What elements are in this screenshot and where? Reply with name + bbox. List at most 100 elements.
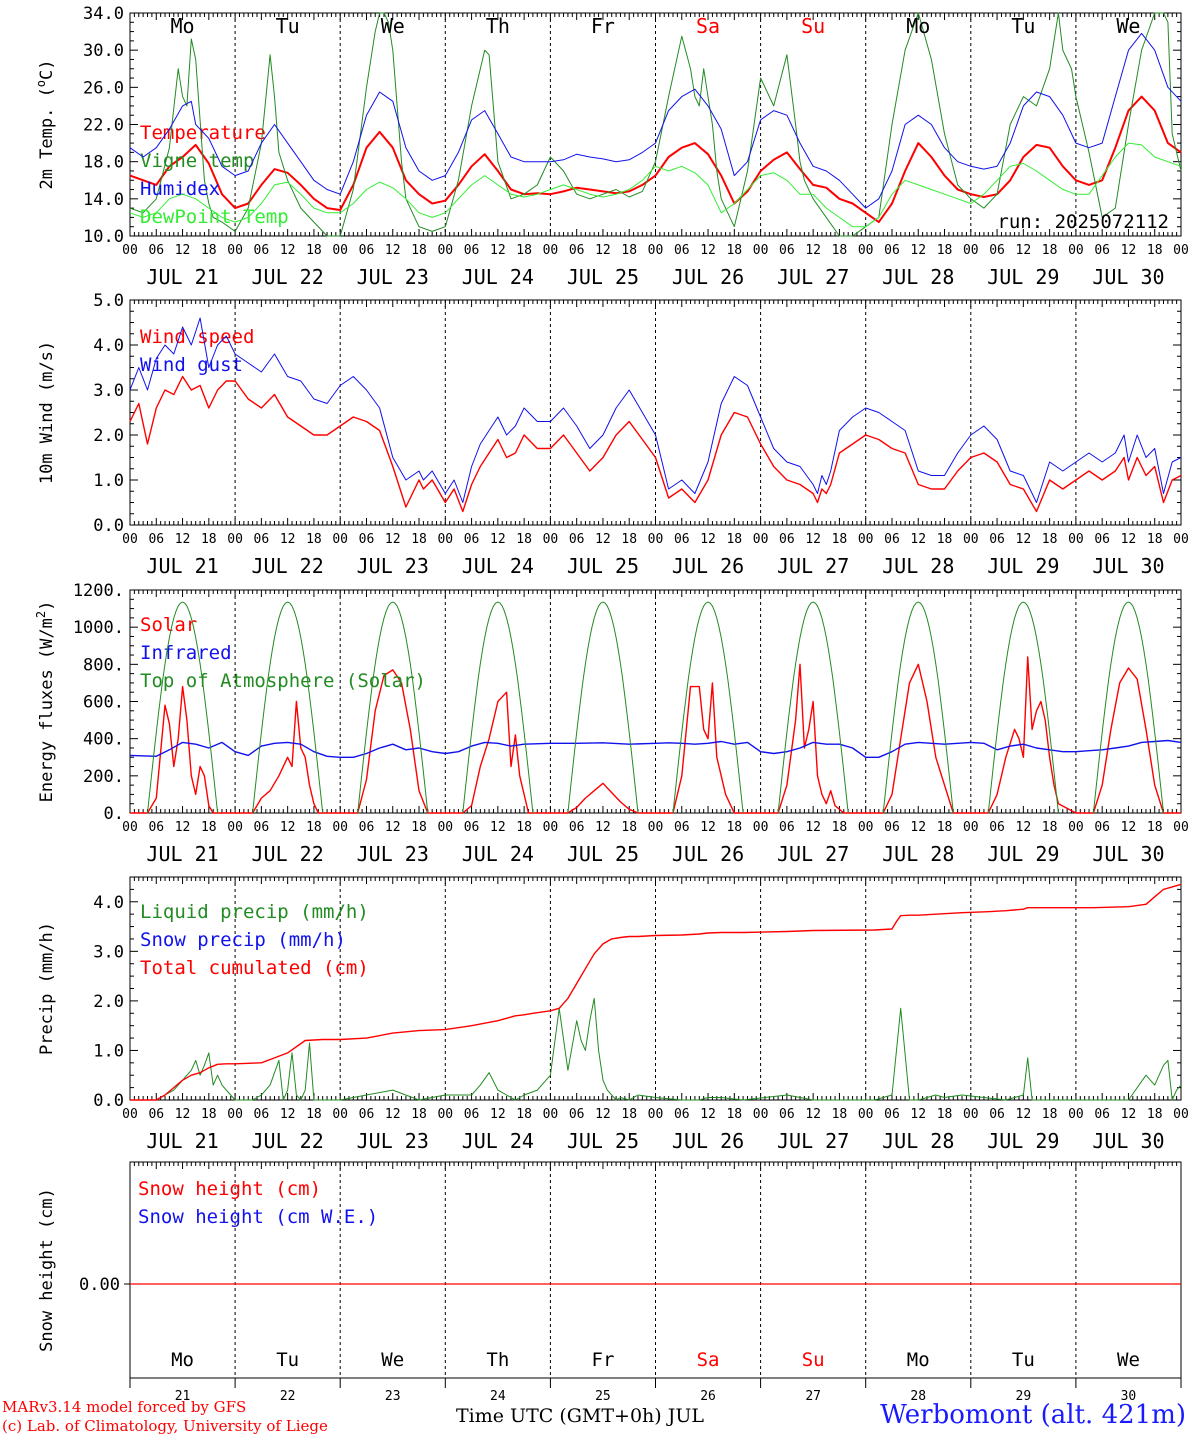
x-hour-label: 06 [989,243,1005,258]
x-hour-label: 00 [1068,532,1084,547]
x-hour-label: 12 [805,243,821,258]
x-hour-label: 18 [726,1107,742,1122]
day-of-week-label: We [381,1349,404,1371]
x-date-label: JUL 21 [146,265,218,289]
x-hour-label: 06 [254,820,270,835]
x-hour-label: 18 [201,820,217,835]
x-hour-label: 06 [1094,532,1110,547]
x-date-label: JUL 27 [777,842,849,866]
x-hour-label: 12 [490,532,506,547]
x-date-label: JUL 28 [882,842,954,866]
day-of-week-label: Su [801,14,825,38]
legend-entry: Snow height (cm W.E.) [138,1206,378,1228]
x-hour-label: 18 [1042,532,1058,547]
day-number-label: 25 [595,1389,611,1404]
x-hour-label: 12 [700,820,716,835]
y-tick-label: 800. [83,655,124,675]
day-of-week-label: Tu [276,1349,299,1371]
plot-frame [129,299,1182,526]
x-hour-label: 00 [332,243,348,258]
day-of-week-label: Tu [1012,1349,1035,1371]
x-hour-label: 18 [1042,243,1058,258]
x-hour-label: 12 [910,243,926,258]
panel-2: 0.0 1.0 2.0 3.0 4.0 5.0 10m Wind (m/s) Wind spe… [37,291,1189,578]
x-hour-label: 12 [175,243,191,258]
x-hour-label: 06 [464,243,480,258]
x-hour-label: 12 [490,820,506,835]
x-hour-label: 12 [385,1107,401,1122]
x-hour-label: 00 [648,820,664,835]
x-hour-label: 18 [306,532,322,547]
x-hour-label: 12 [805,1107,821,1122]
x-date-label: JUL 29 [987,554,1059,578]
x-hour-label: 00 [858,532,874,547]
x-hour-label: 00 [753,532,769,547]
x-date-label: JUL 22 [252,554,324,578]
x-hour-label: 00 [1173,243,1189,258]
x-hour-label: 12 [910,1107,926,1122]
day-of-week-label: Th [486,14,510,38]
x-hour-label: 12 [805,820,821,835]
x-hour-label: 06 [674,243,690,258]
x-hour-label: 18 [1042,1107,1058,1122]
x-hour-label: 06 [148,820,164,835]
x-hour-label: 12 [280,1107,296,1122]
y-tick-label: 3.0 [93,942,124,962]
y-tick-label: 2.0 [93,992,124,1012]
x-hour-label: 18 [832,532,848,547]
x-hour-label: 18 [726,532,742,547]
run-annotation: run: 2025072112 [997,211,1169,233]
x-hour-label: 06 [884,532,900,547]
x-hour-label: 06 [359,1107,375,1122]
x-hour-label: 18 [621,243,637,258]
x-hour-label: 06 [884,820,900,835]
x-date-label: JUL 30 [1092,265,1164,289]
y-axis-title: Precip (mm/h) [37,922,57,1055]
x-hour-label: 06 [254,532,270,547]
x-hour-label: 18 [832,1107,848,1122]
x-hour-label: 12 [280,532,296,547]
day-of-week-label: Mo [171,14,195,38]
x-hour-label: 18 [411,820,427,835]
x-hour-label: 18 [937,532,953,547]
y-tick-label: 0.0 [93,516,124,536]
day-of-week-label: We [1116,14,1140,38]
legend-entry: Infrared [140,642,232,664]
x-date-label: JUL 21 [146,842,218,866]
x-date-label: JUL 22 [252,265,324,289]
x-date-label: JUL 28 [882,554,954,578]
x-date-label: JUL 29 [987,1129,1059,1153]
copyright-credit: (c) Lab. of Climatology, University of L… [2,1417,328,1435]
x-hour-label: 00 [1068,820,1084,835]
time-axis-label: Time UTC (GMT+0h) JUL [456,1405,704,1427]
x-hour-label: 12 [805,532,821,547]
x-hour-label: 18 [726,820,742,835]
x-hour-label: 00 [122,1107,138,1122]
x-hour-label: 18 [621,532,637,547]
legend-entry: Solar [140,614,197,636]
x-hour-label: 12 [175,532,191,547]
x-hour-label: 00 [963,820,979,835]
y-tick-label: 400. [83,730,124,750]
station-name: Werbomont (alt. 421m) [880,1400,1186,1430]
series-line-dewpoint-temp [129,142,1182,228]
x-hour-label: 06 [674,1107,690,1122]
x-hour-label: 00 [332,532,348,547]
day-of-week-label: Mo [906,14,930,38]
x-hour-label: 18 [306,820,322,835]
day-number-label: 29 [1016,1389,1032,1404]
x-hour-label: 12 [1121,820,1137,835]
x-date-label: JUL 28 [882,265,954,289]
panel-1: 10.0 14.0 18.0 22.0 26.0 30.0 34.0 2m Temp. (oC… [34,4,1189,289]
x-hour-label: 06 [779,532,795,547]
x-hour-label: 06 [884,1107,900,1122]
y-tick-label: 2.0 [93,426,124,446]
day-of-week-label: Tu [276,14,300,38]
legend-entry: Wind speed [140,326,254,348]
x-date-label: JUL 28 [882,1129,954,1153]
x-hour-label: 12 [910,820,926,835]
x-hour-label: 12 [700,532,716,547]
y-tick-label: 30.0 [83,41,124,61]
x-hour-label: 06 [779,243,795,258]
x-hour-label: 12 [595,532,611,547]
